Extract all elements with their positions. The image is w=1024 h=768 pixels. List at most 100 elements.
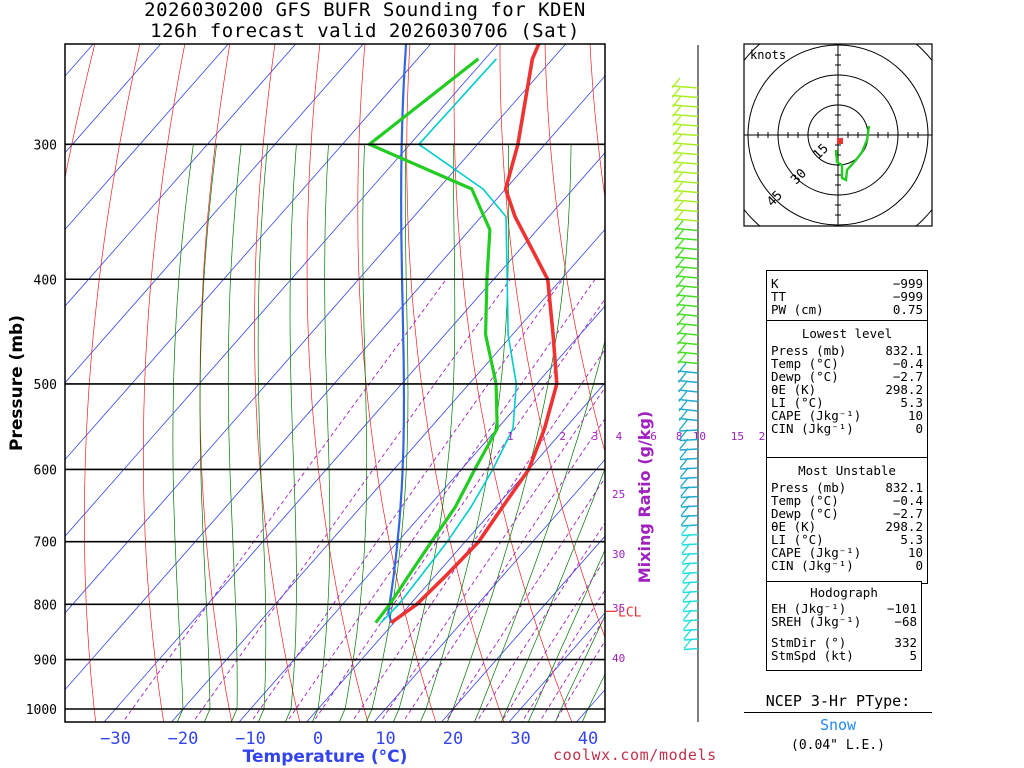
dry-adiabat-line (357, 44, 437, 722)
isotherm-line (65, 44, 499, 537)
wind-barb-flag (677, 372, 687, 383)
wind-barb-flag (679, 438, 689, 450)
plot-frame (64, 43, 606, 723)
wind-barb-flag (682, 609, 692, 621)
wind-barb-flag (681, 562, 691, 573)
lowest-level-heading: Lowest level (801, 326, 893, 341)
wind-barb-flag (677, 362, 687, 374)
chart-title: 2026030200 GFS BUFR Sounding for KDEN (144, 0, 586, 21)
wind-barb-flag (674, 239, 685, 250)
wind-barb-flag (680, 486, 690, 497)
mixing-ratio-line (444, 477, 605, 722)
temperature-tick-label: 30 (510, 729, 530, 749)
pressure-tick-label: 600 (34, 463, 57, 478)
wind-barb (672, 94, 699, 99)
temperature-tick-label: 20 (443, 729, 463, 749)
isotherm-line (65, 44, 432, 461)
mu-cape: CAPE (Jkg⁻¹) 10 (771, 545, 923, 560)
ptype-divider (744, 712, 932, 713)
dry-adiabat-line (254, 44, 301, 722)
wind-barb-flag (678, 391, 688, 402)
wind-barb (678, 398, 699, 403)
wind-barb-flag (680, 505, 690, 516)
wind-barb (681, 524, 699, 527)
pressure-tick-label: 500 (34, 378, 57, 393)
wind-barb-flag (682, 581, 692, 592)
wind-barb (675, 246, 699, 251)
wind-barb (675, 265, 699, 270)
index-k: K −999 (771, 276, 923, 291)
moist-adiabat-line (227, 144, 242, 722)
pressure-tick-label: 400 (34, 273, 57, 288)
dry-adiabat-line (499, 44, 605, 639)
temperature-trace (390, 44, 559, 625)
wind-barb-flag (676, 296, 686, 307)
wind-barb (672, 104, 699, 108)
chart-subtitle: 126h forecast valid 2026030706 (Sat) (150, 20, 580, 42)
wind-barb (679, 448, 699, 451)
wind-barb (679, 429, 699, 432)
temperature-tick-label: −10 (235, 729, 266, 749)
indices-panel-lowest: K −999 TT −999 PW (cm) 0.75 Lowest level Pr… (766, 270, 928, 460)
hodo-stmdir: StmDir (°) 332 (771, 635, 917, 650)
mixing-ratio-label: 2 (559, 430, 566, 443)
indices-panel-hodograph: Hodograph EH (Jkg⁻¹) −101 SREH (Jkg⁻¹) −68… (766, 581, 922, 671)
wind-barb-flag (677, 353, 687, 364)
wind-barb (676, 275, 699, 279)
pressure-tick-label: 900 (34, 654, 57, 669)
ptype-title: NCEP 3-Hr PType: (765, 692, 911, 710)
most-unstable-heading: Most Unstable (798, 463, 896, 478)
moist-adiabat-line (554, 614, 605, 722)
wind-barb-flag (674, 201, 684, 212)
wind-barb-flag (675, 258, 685, 269)
wind-barb (673, 151, 699, 156)
hodograph-trace (834, 125, 871, 182)
hodograph-heading: Hodograph (810, 585, 878, 600)
mixing-ratio-line (192, 279, 511, 722)
pressure-tick-label: 300 (34, 138, 57, 153)
credit-link[interactable]: coolwx.com/models (553, 746, 717, 764)
mixing-ratio-label: 40 (612, 652, 625, 665)
wind-barb (675, 256, 699, 260)
wind-barb-flag (673, 153, 683, 165)
wind-barb-flag (677, 381, 688, 393)
hodo-eh: EH (Jkg⁻¹) −101 (771, 601, 917, 616)
wind-barb-flag (676, 305, 686, 317)
isotherm-line (65, 44, 229, 231)
wind-barb-flag (671, 96, 681, 108)
wind-barb-flag (679, 476, 690, 488)
wind-barb-flag (682, 590, 692, 602)
wind-barb (673, 180, 699, 184)
wind-barb (671, 85, 699, 89)
wind-barb (673, 142, 699, 146)
wind-barb (678, 408, 699, 412)
isotherm-line (65, 75, 605, 691)
mixing-ratio-line (250, 279, 564, 722)
temperature-tick-label: 10 (375, 729, 395, 749)
mixing-ratio-line (122, 279, 447, 722)
moist-adiabat-line (500, 467, 605, 722)
lowest-dewp: Dewp (°C) −2.7 (771, 369, 923, 384)
lcl-label: LCL (618, 605, 642, 620)
x-axis-label: Temperature (°C) (243, 747, 408, 767)
mixing-ratio-label: 1 (507, 430, 514, 443)
wind-barb (679, 417, 699, 422)
ptype-amount: (0.04" L.E.) (791, 738, 885, 753)
wind-barb-flag (678, 429, 689, 440)
mixing-ratio-label: 15 (731, 430, 744, 443)
isotherm-line (441, 535, 605, 722)
mixing-ratio-label: 4 (616, 430, 623, 443)
wind-barb (678, 379, 699, 384)
wind-barb (675, 237, 699, 241)
wind-barb (677, 341, 699, 346)
wind-barb (679, 457, 699, 461)
dry-adiabat-line (544, 44, 605, 453)
dry-adiabat-line (928, 0, 1024, 736)
wind-barb (680, 495, 699, 499)
wind-barb (672, 132, 699, 137)
isotherm-line (171, 228, 605, 722)
wind-barb-flag (679, 467, 689, 478)
moist-adiabat-line (172, 144, 194, 722)
